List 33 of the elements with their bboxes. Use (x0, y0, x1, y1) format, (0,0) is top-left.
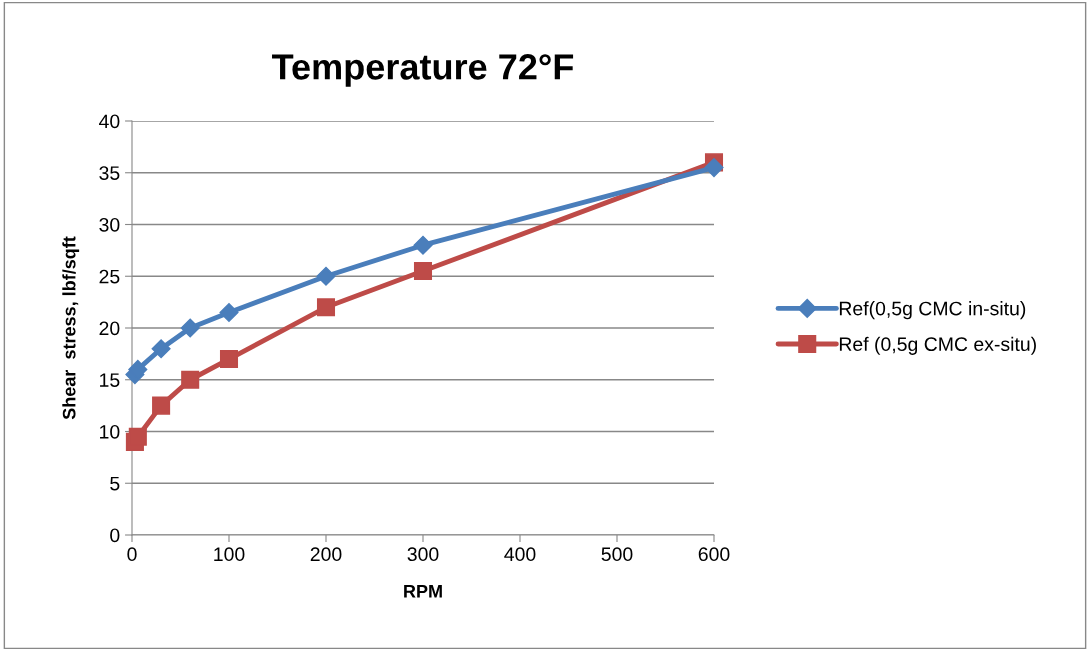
legend-label: Ref(0,5g CMC in-situ) (839, 301, 1026, 320)
y-tick-label: 5 (110, 476, 120, 491)
point (181, 370, 200, 389)
y-axis-title: Shear stress, lbf/sqft (62, 236, 80, 420)
x-tick-label: 600 (698, 547, 730, 562)
x-tick-label: 0 (127, 547, 137, 562)
x-tick-label: 500 (601, 547, 633, 562)
chart-title: Temperature 72°F (272, 54, 574, 87)
point (413, 262, 433, 281)
point (316, 266, 336, 286)
point (180, 318, 200, 338)
y-tick-label: 15 (100, 373, 120, 387)
y-tick-label: 35 (99, 166, 120, 180)
point (219, 350, 239, 369)
point (152, 396, 171, 415)
point (413, 235, 433, 255)
y-tick-label: 20 (99, 321, 120, 336)
point (219, 302, 239, 323)
y-tick-label: 25 (99, 269, 120, 284)
x-tick-label: 100 (214, 547, 245, 562)
y-tick-label: 30 (99, 217, 120, 232)
point (316, 298, 336, 317)
y-tick-label: 10 (100, 424, 120, 439)
point (151, 339, 171, 359)
x-axis-title: RPM (404, 585, 442, 598)
x-tick-label: 200 (310, 547, 342, 562)
y-tick-label: 0 (110, 528, 120, 543)
y-tick-label: 40 (99, 114, 120, 129)
x-tick-label: 300 (407, 547, 439, 562)
point (128, 427, 147, 446)
legend-label: Ref (0,5g CMC ex-situ) (839, 336, 1036, 355)
x-tick-label: 400 (504, 547, 536, 562)
point (704, 158, 724, 178)
